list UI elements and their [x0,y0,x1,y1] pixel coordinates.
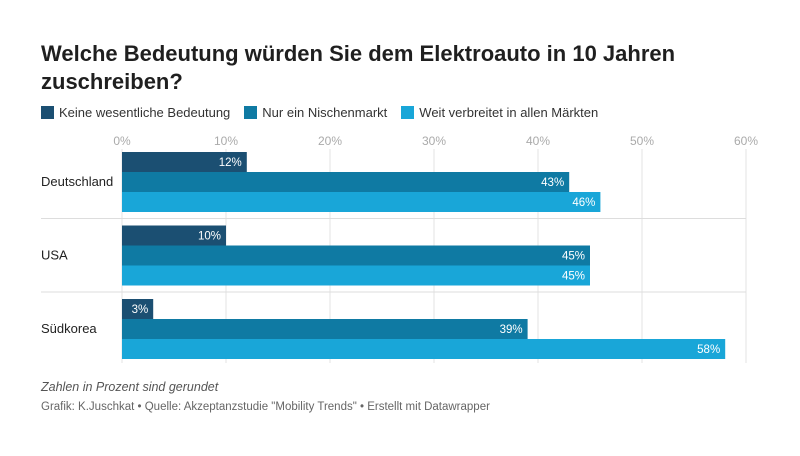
legend-swatch [244,106,258,119]
bar [122,299,154,319]
bar-value-label: 46% [572,197,595,209]
legend-label: Nur ein Nischenmarkt [262,105,388,120]
bar [122,192,601,212]
bar-value-label: 12% [219,157,242,169]
x-tick-label: 0% [113,134,131,148]
legend-item-keine: Keine wesentliche Bedeutung [41,105,230,120]
bar-value-label: 10% [198,231,221,243]
category-label: Südkorea [41,321,97,336]
bar-value-label: 3% [132,304,149,316]
bar [122,172,570,192]
legend-swatch [401,106,415,119]
chart-title: Welche Bedeutung würden Sie dem Elektroa… [41,41,676,94]
bar [122,245,590,266]
bar [122,339,726,359]
rounding-note: Zahlen in Prozent sind gerundet [41,380,219,394]
x-tick-label: 30% [422,134,446,148]
legend-label: Weit verbreitet in allen Märkten [419,105,599,120]
category-label: USA [41,248,68,263]
legend-item-nische: Nur ein Nischenmarkt [244,105,387,120]
bar [122,319,528,339]
x-tick-label: 50% [630,134,654,148]
bar-value-label: 45% [562,251,585,263]
x-tick-label: 20% [318,134,342,148]
x-tick-label: 40% [526,134,550,148]
bar-value-label: 45% [562,271,585,283]
legend: Keine wesentliche Bedeutung Nur ein Nisc… [41,105,612,120]
legend-label: Keine wesentliche Bedeutung [59,105,231,120]
bar [122,225,226,246]
legend-item-weit: Weit verbreitet in allen Märkten [401,105,598,120]
x-tick-label: 10% [214,134,238,148]
category-label: Deutschland [41,174,113,189]
bar-chart: 0% 10% 20% 30% 40% 50% 60% Deutschland 12% 43% 46%… [41,134,758,363]
legend-swatch [41,106,54,119]
bar [122,152,247,172]
credit-line: Grafik: K.Juschkat • Quelle: Akzeptanzst… [41,401,490,413]
x-tick-label: 60% [734,134,758,148]
bar [122,265,590,286]
bar-value-label: 43% [541,177,564,189]
bar-value-label: 58% [697,344,720,356]
bar-value-label: 39% [500,324,523,336]
